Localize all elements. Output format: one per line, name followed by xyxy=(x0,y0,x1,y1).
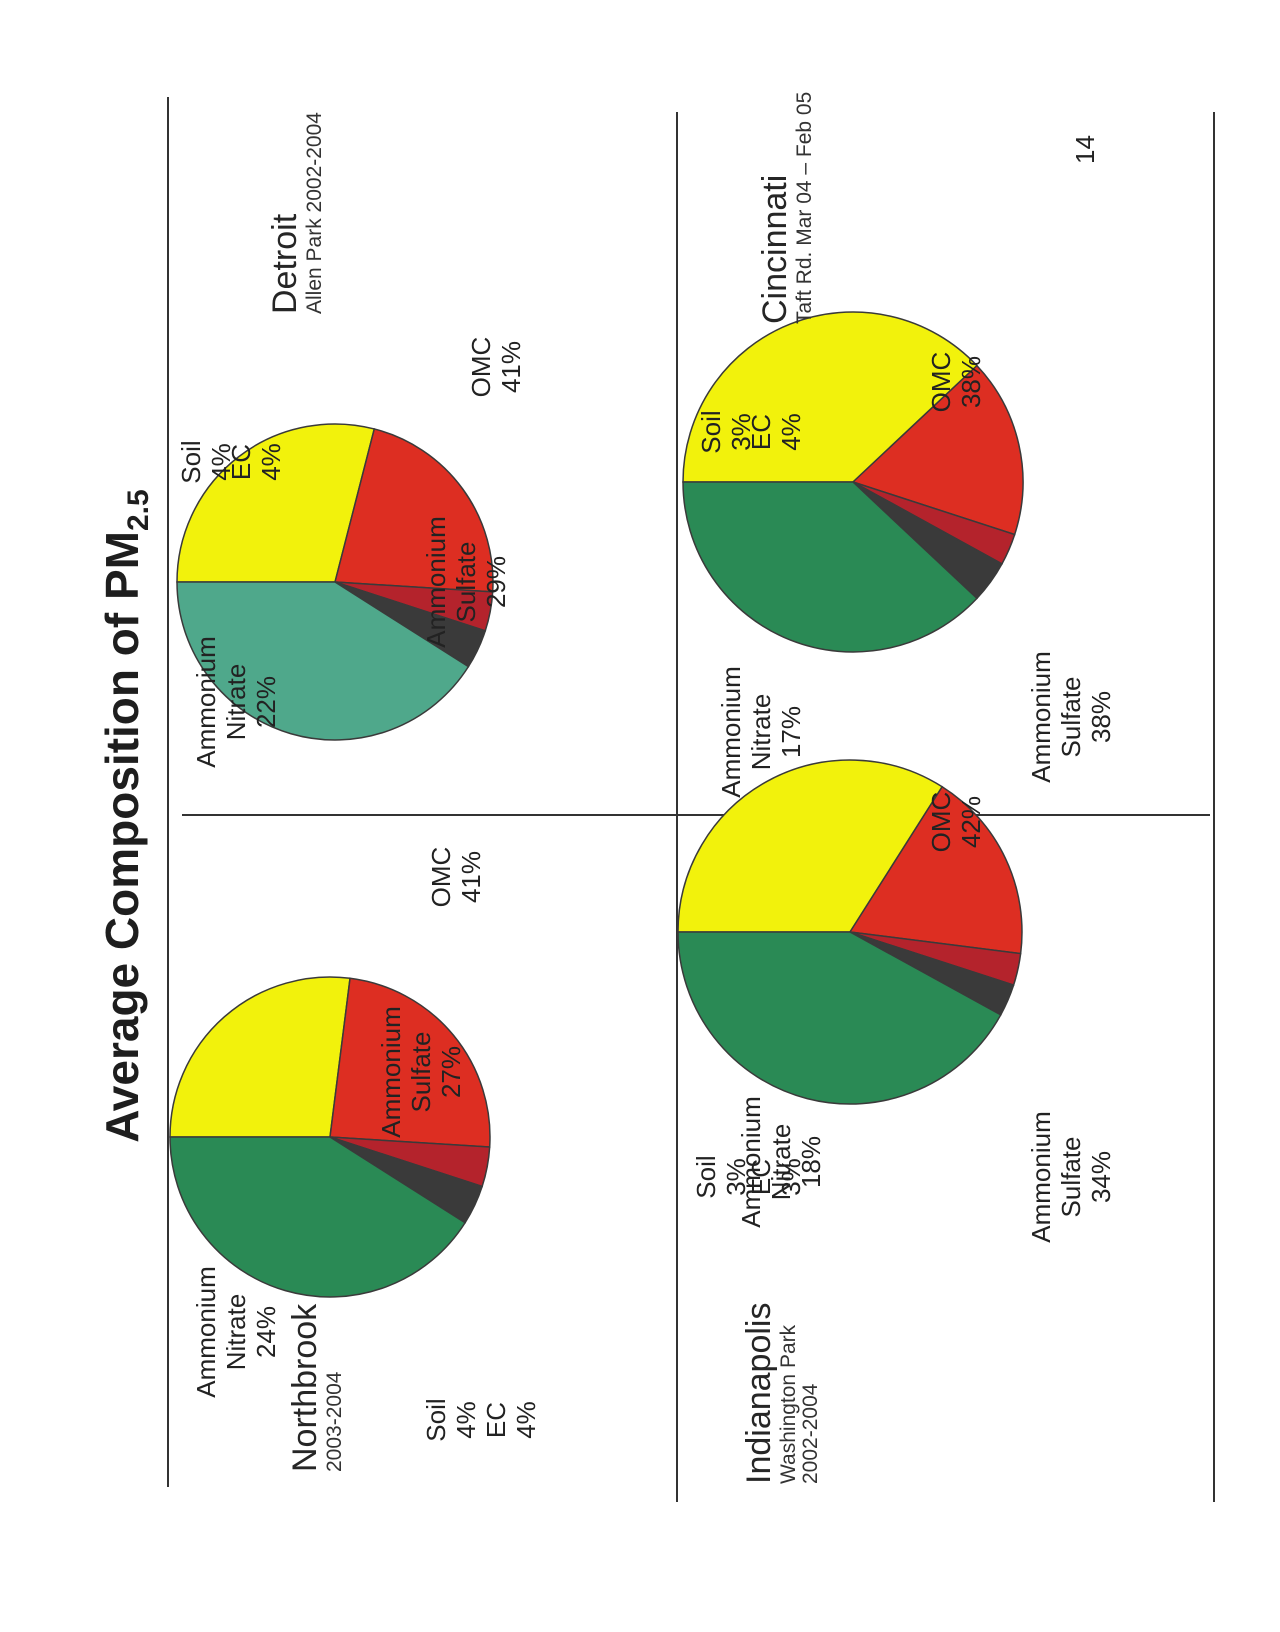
slice-name-line: OMC xyxy=(466,337,496,398)
slice-value-label: 3% xyxy=(776,1158,806,1196)
pie-slice-ammonium-sulfate xyxy=(176,423,376,583)
pie-slice-omc xyxy=(682,481,978,653)
slice-value-label: 17% xyxy=(776,706,806,758)
slice-label-soil: Soil4% xyxy=(176,440,236,483)
slice-name-line: Sulfate xyxy=(1056,1137,1086,1218)
slice-name-line: Ammonium xyxy=(1026,1111,1056,1242)
slice-value-label: 4% xyxy=(511,1401,541,1439)
pie-slice-ammonium-nitrate xyxy=(334,428,494,593)
slice-label-omc: OMC38% xyxy=(926,352,986,413)
pie-slice-omc xyxy=(176,581,470,741)
slice-label-ammonium-sulfate: AmmoniumSulfate29% xyxy=(421,516,511,647)
slice-name-line: Ammonium xyxy=(191,1266,221,1397)
slice-value-label: 4% xyxy=(451,1401,481,1439)
slice-label-ec: EC4% xyxy=(481,1401,541,1439)
slice-label-omc: OMC42% xyxy=(926,792,986,853)
slice-label-ammonium-sulfate: AmmoniumSulfate27% xyxy=(376,1006,466,1137)
pie-slice-ammonium-sulfate xyxy=(677,759,944,933)
slice-value-label: 34% xyxy=(1086,1151,1116,1203)
slice-value-label: 4% xyxy=(206,443,236,481)
slice-name-line: Soil xyxy=(691,1155,721,1198)
slice-name-line: Ammonium xyxy=(191,636,221,767)
site-name: Detroit xyxy=(266,213,304,314)
slice-label-ammonium-nitrate: AmmoniumNitrate22% xyxy=(191,636,281,767)
slice-label-ammonium-nitrate: AmmoniumNitrate17% xyxy=(716,666,806,797)
slice-name-line: EC xyxy=(746,414,776,450)
slice-label-omc: OMC41% xyxy=(466,337,526,398)
slice-value-label: 41% xyxy=(496,341,526,393)
slice-value-label: 38% xyxy=(956,356,986,408)
slice-value-label: 38% xyxy=(1086,691,1116,743)
slice-name-line: Soil xyxy=(696,410,726,453)
slice-name-line: Nitrate xyxy=(221,664,251,741)
pie-slice-ammonium-nitrate xyxy=(848,785,1023,955)
slice-name-line: OMC xyxy=(426,847,456,908)
slice-name-line: Sulfate xyxy=(451,542,481,623)
slice-name-line: EC xyxy=(226,444,256,480)
site-label-northbrook: Northbrook 2003-2004 xyxy=(286,1303,346,1472)
site-label-detroit: Detroit Allen Park 2002-2004 xyxy=(266,112,326,314)
slice-value-label: 29% xyxy=(481,556,511,608)
slice-label-ammonium-sulfate: AmmoniumSulfate38% xyxy=(1026,651,1116,782)
slice-name-line: Soil xyxy=(421,1398,451,1441)
pie-slice-ammonium-sulfate xyxy=(169,976,351,1138)
slice-value-label: 18% xyxy=(796,1136,826,1188)
pie-slice-omc xyxy=(169,1136,467,1298)
slice-label-omc: OMC41% xyxy=(426,847,486,908)
slice-label-ammonium-nitrate: AmmoniumNitrate24% xyxy=(191,1266,281,1397)
slice-name-line: EC xyxy=(746,1159,776,1195)
slice-name-line: Sulfate xyxy=(1056,677,1086,758)
site-name: Northbrook xyxy=(286,1303,324,1472)
slice-value-label: 41% xyxy=(456,851,486,903)
slice-value-label: 42% xyxy=(956,796,986,848)
pie-slice-ammonium-sulfate xyxy=(682,311,978,483)
slice-name-line: EC xyxy=(481,1402,511,1438)
slice-name-line: Ammonium xyxy=(716,666,746,797)
slice-value-label: 22% xyxy=(251,676,281,728)
slice-value-label: 3% xyxy=(726,413,756,451)
slice-label-ec: EC4% xyxy=(746,413,806,451)
site-name: Cincinnati xyxy=(756,174,794,324)
slice-name-line: Ammonium xyxy=(1026,651,1056,782)
site-detail: Taft Rd. Mar 04 – Feb 05 xyxy=(792,91,816,324)
slice-name-line: OMC xyxy=(926,352,956,413)
slice-label-ammonium-nitrate: AmmoniumNitrate18% xyxy=(736,1096,826,1227)
slice-name-line: Nitrate xyxy=(746,694,776,771)
slice-label-ec: EC3% xyxy=(746,1158,806,1196)
slice-name-line: Soil xyxy=(176,440,206,483)
slice-label-ammonium-sulfate: AmmoniumSulfate34% xyxy=(1026,1111,1116,1242)
slice-value-label: 27% xyxy=(436,1046,466,1098)
page-number: 14 xyxy=(1070,135,1100,164)
site-detail: Washington Park xyxy=(776,1324,800,1484)
slice-value-label: 24% xyxy=(251,1306,281,1358)
slice-name-line: Sulfate xyxy=(406,1032,436,1113)
pie-slice-omc xyxy=(677,931,1002,1105)
site-label-cincinnati: Cincinnati Taft Rd. Mar 04 – Feb 05 xyxy=(756,91,816,324)
slice-value-label: 4% xyxy=(776,413,806,451)
slice-label-soil: Soil3% xyxy=(691,1155,751,1198)
slice-value-label: 4% xyxy=(256,443,286,481)
slice-name-line: Ammonium xyxy=(421,516,451,647)
slice-value-label: 3% xyxy=(721,1158,751,1196)
site-detail-line2: 2002-2004 xyxy=(798,1383,822,1484)
site-detail: 2003-2004 xyxy=(322,1371,346,1472)
slice-name-line: Nitrate xyxy=(766,1124,796,1201)
slice-label-soil: Soil4% xyxy=(421,1398,481,1441)
site-name: Indianapolis xyxy=(740,1302,778,1484)
slice-name-line: Nitrate xyxy=(221,1294,251,1371)
slice-label-soil: Soil3% xyxy=(696,410,756,453)
site-label-indianapolis: Indianapolis Washington Park 2002-2004 xyxy=(740,1302,822,1484)
site-detail: Allen Park 2002-2004 xyxy=(302,112,326,314)
slice-name-line: Ammonium xyxy=(376,1006,406,1137)
slice-label-ec: EC4% xyxy=(226,443,286,481)
pie-slice-ammonium-nitrate xyxy=(329,977,491,1148)
slice-name-line: Ammonium xyxy=(736,1096,766,1227)
pie-slice-ammonium-nitrate xyxy=(851,364,1024,536)
slice-name-line: OMC xyxy=(926,792,956,853)
